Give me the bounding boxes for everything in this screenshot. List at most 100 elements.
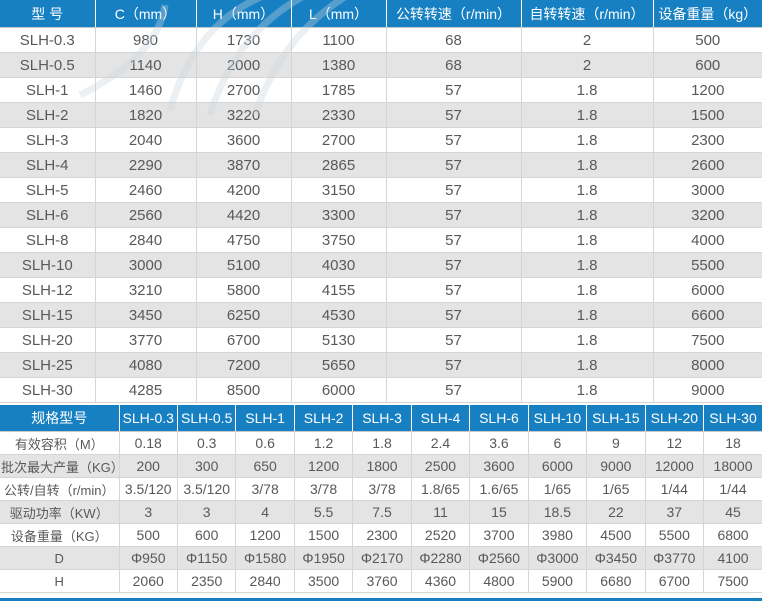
spec-table-main-body: SLH-0.3 980 1730 1100 68 2 500 SLH-0.5 1140 2000 1…: [0, 27, 762, 403]
value-cell: 2290: [94, 152, 197, 178]
value-cell: 6250: [195, 302, 292, 328]
value-cell: 2460: [94, 177, 197, 203]
spec-table-main: 型 号 C（mm） H（mm） L（mm） 公转转速（r/min） 自转转速（r/min）…: [0, 0, 762, 403]
value-cell: 57: [385, 202, 522, 228]
value-cell: 2700: [195, 77, 292, 103]
value-cell: 3220: [195, 102, 292, 128]
row-label-cell: 公转/自转（r/min）: [0, 477, 120, 501]
value-cell: 0.18: [118, 431, 178, 455]
value-cell: 3000: [94, 252, 197, 278]
value-cell: 1730: [195, 27, 292, 53]
value-cell: 4750: [195, 227, 292, 253]
table-row: 设备重量（KG） 500 600 1200 1500 2300 2520 3700 3980 45…: [0, 523, 762, 547]
header-row: 规格型号 SLH-0.3 SLH-0.5 SLH-1 SLH-2 SLH-3 SLH-4 SL…: [0, 405, 762, 432]
value-cell: 57: [385, 227, 522, 253]
value-cell: 57: [385, 277, 522, 303]
value-cell: 980: [94, 27, 197, 53]
row-label-cell: H: [0, 569, 120, 593]
value-cell: 4030: [290, 252, 387, 278]
table-row: SLH-30 4285 8500 6000 57 1.8 9000: [0, 377, 762, 403]
value-cell: 1.8: [520, 277, 654, 303]
table-row: SLH-6 2560 4420 3300 57 1.8 3200: [0, 202, 762, 228]
value-cell: 1820: [94, 102, 197, 128]
row-label-cell: D: [0, 546, 120, 570]
value-cell: 4530: [290, 302, 387, 328]
value-cell: 5500: [652, 252, 762, 278]
model-name-cell: SLH-6: [0, 202, 96, 228]
table-row: SLH-1 1460 2700 1785 57 1.8 1200: [0, 77, 762, 103]
value-cell: 1.8: [520, 302, 654, 328]
value-cell: Φ1580: [235, 546, 295, 570]
value-cell: 1200: [652, 77, 762, 103]
value-cell: 4200: [195, 177, 292, 203]
value-cell: 57: [385, 327, 522, 353]
value-cell: 1/44: [644, 477, 705, 501]
table-row: SLH-5 2460 4200 3150 57 1.8 3000: [0, 177, 762, 203]
value-cell: 500: [118, 523, 178, 547]
row-label-cell: 驱动功率（KW）: [0, 500, 120, 524]
value-cell: 2520: [410, 523, 471, 547]
value-cell: 3000: [652, 177, 762, 203]
value-cell: 57: [385, 77, 522, 103]
value-cell: 3600: [469, 454, 529, 478]
value-cell: 4080: [94, 352, 197, 378]
value-cell: 4: [235, 500, 295, 524]
value-cell: 4285: [94, 377, 197, 403]
value-cell: 3/78: [293, 477, 354, 501]
bottom-accent-rule: [0, 598, 762, 601]
value-cell: 4500: [586, 523, 646, 547]
value-cell: 3.6: [469, 431, 529, 455]
model-name-cell: SLH-4: [0, 152, 96, 178]
value-cell: 2865: [290, 152, 387, 178]
value-cell: 1500: [652, 102, 762, 128]
value-cell: 1460: [94, 77, 197, 103]
value-cell: 6000: [652, 277, 762, 303]
value-cell: Φ3450: [586, 546, 646, 570]
table-row: SLH-12 3210 5800 4155 57 1.8 6000: [0, 277, 762, 303]
value-cell: 2: [520, 27, 654, 53]
value-cell: 3300: [290, 202, 387, 228]
value-cell: 2000: [195, 52, 292, 78]
column-header: C（mm）: [95, 0, 197, 28]
value-cell: 2: [520, 52, 654, 78]
value-cell: 3500: [293, 569, 354, 593]
model-column-header: SLH-1: [235, 405, 295, 432]
table-row: D Φ950 Φ1150 Φ1580 Φ1950 Φ2170 Φ2280 Φ2560 Φ3000…: [0, 546, 762, 570]
value-cell: 2060: [118, 569, 178, 593]
value-cell: 1.8: [520, 77, 654, 103]
column-header: 公转转速（r/min）: [386, 0, 522, 28]
value-cell: 2560: [94, 202, 197, 228]
value-cell: 1.8: [520, 252, 654, 278]
value-cell: 6: [527, 431, 588, 455]
value-cell: 7500: [652, 327, 762, 353]
value-cell: 5800: [195, 277, 292, 303]
table-row: 有效容积（M） 0.18 0.3 0.6 1.2 1.8 2.4 3.6 6 9 12 18: [0, 431, 762, 455]
header-row: 型 号 C（mm） H（mm） L（mm） 公转转速（r/min） 自转转速（r/min）…: [0, 0, 762, 28]
table-row: SLH-0.3 980 1730 1100 68 2 500: [0, 27, 762, 53]
table-row: 驱动功率（KW） 3 3 4 5.5 7.5 11 15 18.5 22 37 45: [0, 500, 762, 524]
value-cell: 1.8: [520, 377, 654, 403]
value-cell: 2350: [176, 569, 237, 593]
value-cell: 2840: [235, 569, 295, 593]
spec-table-main-header: 型 号 C（mm） H（mm） L（mm） 公转转速（r/min） 自转转速（r/min）…: [0, 0, 762, 28]
value-cell: 8500: [195, 377, 292, 403]
table-row: 公转/自转（r/min） 3.5/120 3.5/120 3/78 3/78 3/78 1.…: [0, 477, 762, 501]
value-cell: 6700: [195, 327, 292, 353]
value-cell: 15: [469, 500, 529, 524]
value-cell: 6680: [586, 569, 646, 593]
value-cell: 4155: [290, 277, 387, 303]
value-cell: 3200: [652, 202, 762, 228]
corner-header: 规格型号: [0, 405, 120, 432]
value-cell: 1500: [293, 523, 354, 547]
value-cell: 45: [703, 500, 762, 524]
value-cell: 1200: [293, 454, 354, 478]
value-cell: 200: [118, 454, 178, 478]
value-cell: 18.5: [527, 500, 588, 524]
value-cell: 2300: [652, 127, 762, 153]
value-cell: 2040: [94, 127, 197, 153]
value-cell: 8000: [652, 352, 762, 378]
value-cell: 37: [644, 500, 705, 524]
value-cell: 1200: [235, 523, 295, 547]
model-name-cell: SLH-30: [0, 377, 96, 403]
value-cell: 1.8/65: [410, 477, 471, 501]
